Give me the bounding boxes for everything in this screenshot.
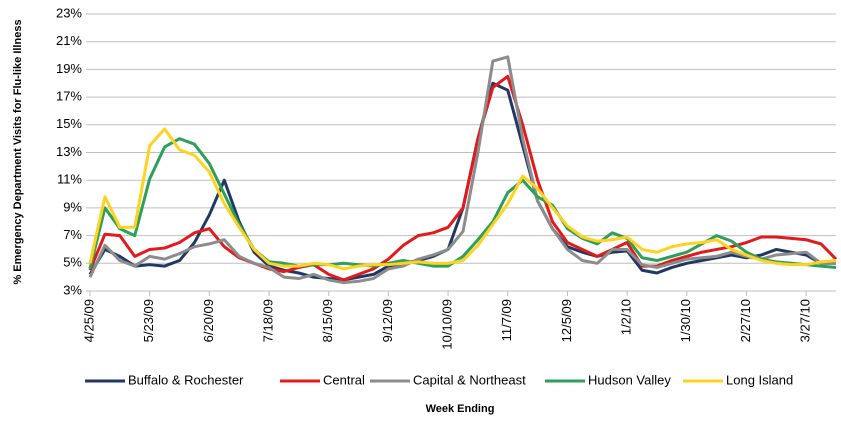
series-line [88,81,836,282]
y-tick-label: 11% [57,172,82,187]
series-line [88,55,836,285]
y-tick-label: 7% [63,227,82,242]
legend-label: Capital & Northeast [413,372,526,387]
y-tick-label: 23% [56,5,82,20]
x-axis-label: Week Ending [426,403,495,415]
y-tick-label: 15% [56,116,82,131]
series-line [88,137,837,270]
x-tick-label: 11/7/09 [499,299,514,341]
series-line [88,74,838,282]
legend-label: Long Island [726,372,793,387]
x-tick-label: 6/20/09 [201,299,216,342]
x-tick-label: 4/25/09 [81,299,96,342]
y-tick-label: 3% [63,282,82,297]
x-tick-label: 3/27/10 [798,299,813,342]
x-tick-label: 1/30/10 [678,299,693,342]
x-tick-label: 9/12/09 [380,299,395,342]
y-tick-label: 17% [56,89,82,104]
x-tick-label: 10/10/09 [440,299,455,350]
x-tick-label: 1/2/10 [619,299,634,335]
y-tick-label: 9% [63,199,82,214]
y-tick-label: 21% [56,33,82,48]
x-tick-label: 2/27/10 [738,299,753,342]
x-tick-label: 8/15/09 [320,299,335,342]
y-tick-label: 19% [56,61,82,76]
legend-label: Hudson Valley [588,372,671,387]
series-line [88,127,837,271]
y-tick-label: 5% [63,255,82,270]
x-tick-label: 12/5/09 [559,299,574,342]
y-tick-label: 13% [56,144,82,159]
y-axis-label: % Emergency Department Visits for Flu-li… [12,19,24,284]
legend-label: Central [323,372,365,387]
x-tick-label: 5/23/09 [141,299,156,342]
legend-label: Buffalo & Rochester [128,372,244,387]
x-tick-label: 7/18/09 [260,299,275,342]
